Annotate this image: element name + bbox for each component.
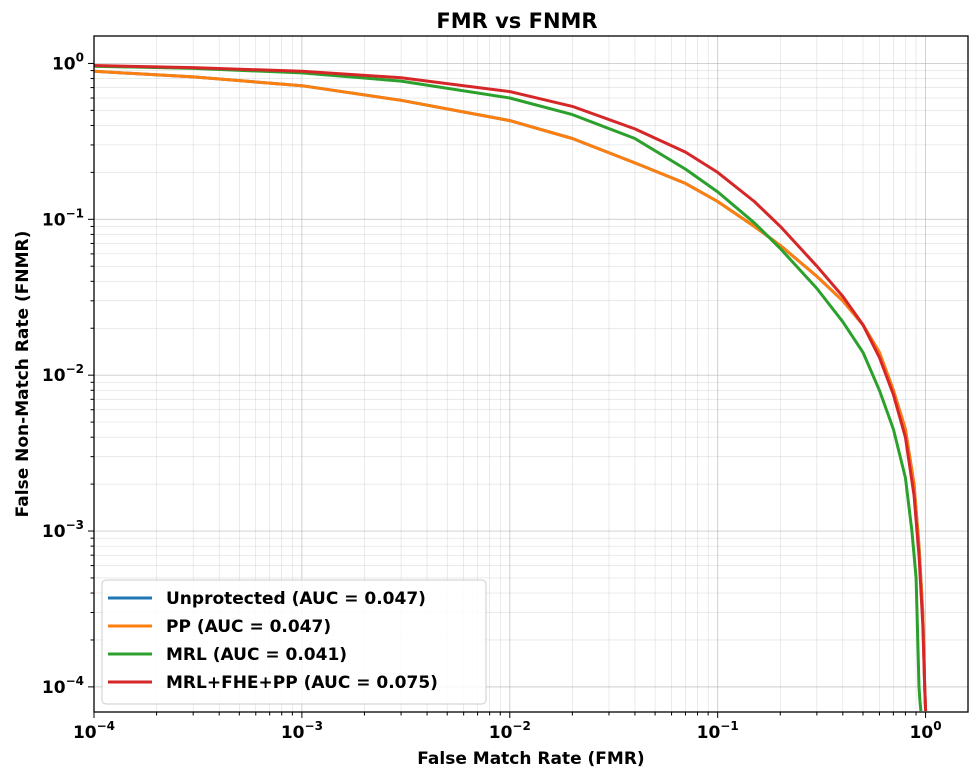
plot-frame bbox=[93, 35, 969, 713]
x-tick-label-base: 10 bbox=[697, 723, 721, 743]
legend-label: Unprotected (AUC = 0.047) bbox=[166, 589, 426, 609]
x-tick-label-base: 10 bbox=[73, 723, 97, 743]
x-tick-label-exponent: −3 bbox=[305, 719, 323, 733]
y-tick-label-base: 10 bbox=[42, 210, 66, 230]
y-tick-label-exponent: −4 bbox=[66, 674, 84, 688]
x-tick-label: 10−2 bbox=[489, 719, 531, 743]
x-tick-label-exponent: −2 bbox=[512, 719, 530, 733]
x-tick-label-base: 10 bbox=[281, 723, 305, 743]
y-tick-label-exponent: −3 bbox=[66, 518, 84, 532]
y-tick-label-base: 10 bbox=[52, 54, 76, 74]
series-line-2 bbox=[94, 64, 923, 712]
y-tick-label-exponent: 0 bbox=[76, 50, 84, 64]
y-tick-label: 10−2 bbox=[42, 362, 84, 386]
x-tick-label-base: 10 bbox=[910, 723, 934, 743]
legend-box bbox=[101, 579, 487, 705]
x-tick-label-exponent: 0 bbox=[933, 719, 941, 733]
x-tick-label: 10−4 bbox=[73, 719, 115, 743]
legend-label: PP (AUC = 0.047) bbox=[166, 617, 331, 637]
series-layer bbox=[94, 64, 928, 712]
y-axis-label: False Non-Match Rate (FNMR) bbox=[13, 231, 33, 518]
y-tick-label: 10−4 bbox=[42, 674, 84, 698]
series-line-3 bbox=[94, 64, 928, 712]
y-tick-label: 100 bbox=[52, 50, 84, 74]
y-tick-label-base: 10 bbox=[42, 366, 66, 386]
x-tick-label-exponent: −1 bbox=[720, 719, 738, 733]
legend-label: MRL+FHE+PP (AUC = 0.075) bbox=[166, 673, 438, 693]
series-group bbox=[94, 64, 928, 712]
x-axis-label: False Match Rate (FMR) bbox=[417, 749, 644, 769]
y-tick-label-exponent: −2 bbox=[66, 362, 84, 376]
x-tick-label-base: 10 bbox=[489, 723, 513, 743]
y-tick-label-base: 10 bbox=[42, 678, 66, 698]
legend: Unprotected (AUC = 0.047) PP (AUC = 0.047… bbox=[101, 579, 487, 705]
x-tick-label: 10−3 bbox=[281, 719, 323, 743]
y-tick-label-base: 10 bbox=[42, 522, 66, 542]
x-tick-label: 100 bbox=[910, 719, 942, 743]
y-tick-label: 10−3 bbox=[42, 518, 84, 542]
chart-title: FMR vs FNMR bbox=[436, 9, 597, 33]
x-tick-label: 10−1 bbox=[697, 719, 739, 743]
y-tick-label-exponent: −1 bbox=[66, 206, 84, 220]
x-tick-label-exponent: −4 bbox=[97, 719, 115, 733]
legend-label: MRL (AUC = 0.041) bbox=[166, 645, 347, 665]
y-tick-label: 10−1 bbox=[42, 206, 84, 230]
